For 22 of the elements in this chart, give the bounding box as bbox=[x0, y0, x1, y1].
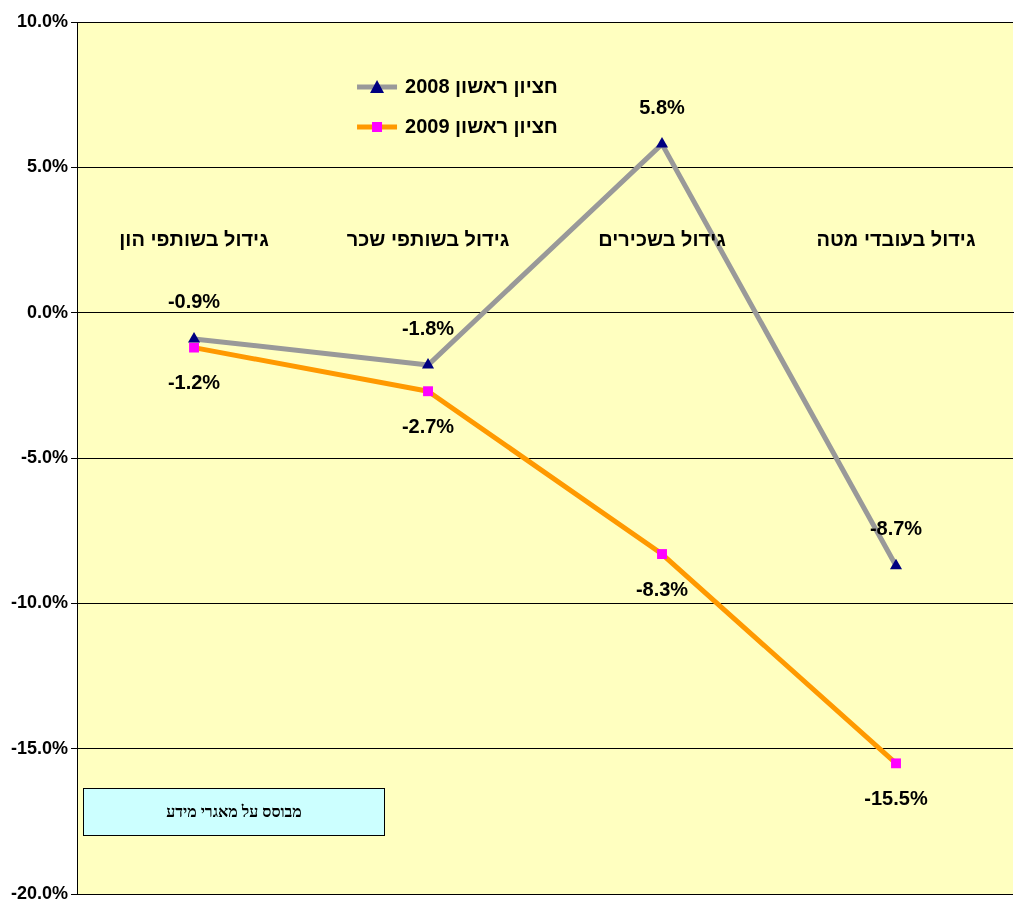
x-tick-label: גידול בשותפי הון bbox=[119, 228, 270, 251]
x-tick-label: גידול בעובדי מטה bbox=[816, 228, 976, 251]
y-tick-label: -10.0% bbox=[10, 592, 69, 613]
x-tick-label: גידול בשותפי שכר bbox=[346, 228, 510, 251]
data-label: -1.8% bbox=[401, 316, 455, 339]
data-label: -1.2% bbox=[167, 371, 221, 394]
note-box: מבוסס על מאגרי מידע bbox=[83, 788, 385, 836]
y-tick-label: 0.0% bbox=[27, 301, 69, 322]
data-label: -2.7% bbox=[401, 414, 455, 437]
data-label: -8.3% bbox=[635, 577, 689, 600]
data-label: -8.7% bbox=[869, 517, 923, 540]
x-tick-label: גידול בשכירים bbox=[598, 228, 727, 251]
y-tick-label: -15.0% bbox=[10, 737, 69, 758]
y-tick-label: 10.0% bbox=[16, 10, 69, 31]
data-label: -15.5% bbox=[864, 786, 928, 809]
y-tick-label: -20.0% bbox=[10, 883, 69, 904]
data-label: 5.8% bbox=[639, 95, 686, 118]
y-tick-label: 5.0% bbox=[27, 156, 69, 177]
legend-label: חציון ראשון 2008 bbox=[405, 74, 558, 97]
data-label: -0.9% bbox=[167, 290, 221, 313]
y-tick-label: -5.0% bbox=[21, 447, 69, 468]
legend-label: חציון ראשון 2009 bbox=[405, 114, 558, 137]
